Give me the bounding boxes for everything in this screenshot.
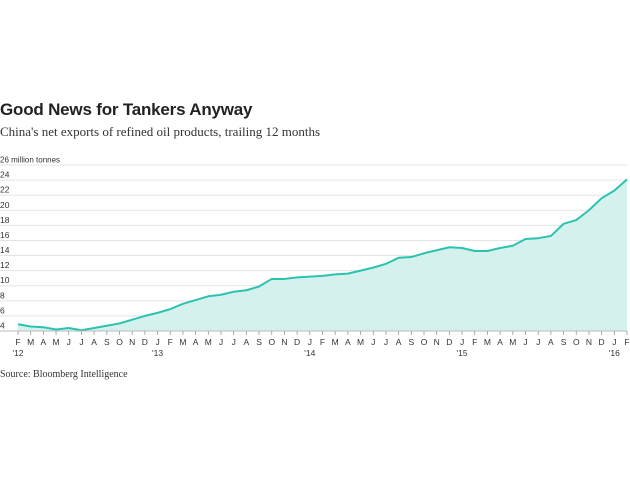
x-tick-label: F	[168, 337, 173, 347]
x-tick-label: F	[624, 337, 629, 347]
x-tick-label: J	[612, 337, 616, 347]
x-tick-label: M	[332, 337, 339, 347]
x-tick-label: A	[193, 337, 199, 347]
x-tick-label: S	[561, 337, 567, 347]
x-tick-label: D	[446, 337, 452, 347]
x-tick-label: J	[536, 337, 540, 347]
x-year-label: '12	[12, 348, 23, 358]
chart-subtitle: China's net exports of refined oil produ…	[0, 124, 321, 139]
x-tick-label: M	[53, 337, 60, 347]
x-tick-label: D	[142, 337, 148, 347]
x-tick-label: M	[27, 337, 34, 347]
x-tick-label: F	[15, 337, 20, 347]
x-tick-label: O	[573, 337, 580, 347]
x-tick-label: O	[421, 337, 428, 347]
x-year-label: '13	[152, 348, 163, 358]
x-tick-label: A	[91, 337, 97, 347]
x-tick-label: A	[396, 337, 402, 347]
y-tick-label: 6	[0, 305, 5, 315]
x-tick-label: A	[345, 337, 351, 347]
x-tick-label: J	[308, 337, 312, 347]
series-line	[17, 178, 628, 332]
x-tick-label: S	[408, 337, 414, 347]
x-tick-label: N	[434, 337, 440, 347]
x-tick-label: A	[244, 337, 250, 347]
x-tick-label: N	[129, 337, 135, 347]
x-tick-label: N	[281, 337, 287, 347]
x-tick-label: J	[155, 337, 159, 347]
chart-title: Good News for Tankers Anyway	[0, 100, 253, 119]
x-year-label: '16	[609, 348, 620, 358]
x-tick-label: J	[371, 337, 375, 347]
x-tick-label: S	[104, 337, 110, 347]
x-tick-label: N	[586, 337, 592, 347]
x-year-label: '14	[304, 348, 315, 358]
x-tick-label: M	[205, 337, 212, 347]
y-tick-label: 16	[0, 230, 10, 240]
x-tick-label: O	[268, 337, 275, 347]
x-tick-label: J	[232, 337, 236, 347]
y-tick-label: 14	[0, 245, 10, 255]
y-tick-label: 26 million tonnes	[0, 156, 60, 165]
x-tick-label: S	[256, 337, 262, 347]
y-tick-label: 8	[0, 290, 5, 300]
x-tick-label: M	[179, 337, 186, 347]
x-tick-label: A	[497, 337, 503, 347]
y-tick-label: 10	[0, 275, 10, 285]
x-tick-label: J	[384, 337, 388, 347]
x-tick-label: D	[599, 337, 605, 347]
x-tick-label: A	[548, 337, 554, 347]
x-tick-label: J	[79, 337, 83, 347]
y-axis-ticks: 4 6 8 10 12 14 16 18 20 22 24 26 million tonnes	[0, 156, 60, 331]
x-tick-label: F	[320, 337, 325, 347]
x-tick-label: M	[357, 337, 364, 347]
x-tick-label: A	[41, 337, 47, 347]
y-tick-label: 24	[0, 170, 10, 180]
x-tick-label: O	[116, 337, 123, 347]
x-year-label: '15	[457, 348, 468, 358]
x-tick-label: D	[294, 337, 300, 347]
y-tick-label: 22	[0, 185, 10, 195]
x-tick-label: J	[460, 337, 464, 347]
x-tick-label: J	[523, 337, 527, 347]
x-tick-label: F	[472, 337, 477, 347]
y-tick-label: 18	[0, 215, 10, 225]
y-tick-label: 4	[0, 321, 5, 331]
x-tick-label: J	[219, 337, 223, 347]
y-tick-label: 12	[0, 260, 10, 270]
x-tick-label: M	[509, 337, 516, 347]
x-tick-label: M	[484, 337, 491, 347]
area-fill	[18, 179, 627, 331]
y-tick-label: 20	[0, 200, 10, 210]
source-note: Source: Bloomberg Intelligence	[0, 369, 128, 380]
x-tick-label: J	[67, 337, 71, 347]
